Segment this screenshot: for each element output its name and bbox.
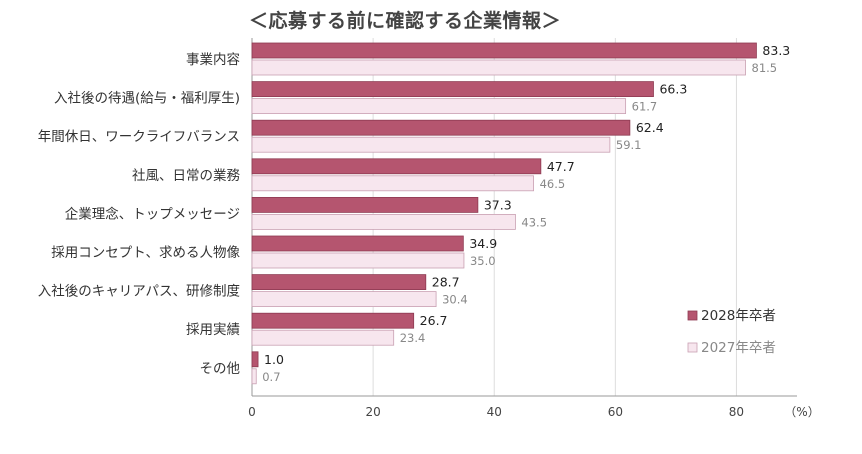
bar-2028 <box>251 119 631 136</box>
data-label-2028: 83.3 <box>762 43 790 58</box>
legend-swatch-2028 <box>687 310 698 321</box>
data-label-2027: 43.5 <box>521 215 547 229</box>
bar-2028 <box>251 196 479 213</box>
bar-2027 <box>251 368 257 385</box>
bar-2028 <box>251 42 757 59</box>
data-label-2027: 59.1 <box>616 138 642 152</box>
chart-title: ＜応募する前に確認する企業情報＞ <box>248 10 561 32</box>
data-label-2028: 66.3 <box>659 82 687 97</box>
data-label-2027: 46.5 <box>540 177 566 191</box>
bar-2028 <box>251 158 542 175</box>
category-label: 入社後のキャリアパス、研修制度 <box>38 284 240 300</box>
bar-2028 <box>251 274 427 291</box>
category-label: 企業理念、トップメッセージ <box>65 205 240 222</box>
category-label: 採用コンセプト、求める人物像 <box>51 245 240 261</box>
data-label-2027: 30.4 <box>442 293 468 307</box>
category-label: 社風、日常の業務 <box>132 168 240 184</box>
data-label-2027: 35.0 <box>470 254 496 268</box>
bar-2027 <box>251 136 611 153</box>
x-tick-label: 20 <box>365 405 380 419</box>
bar-2028 <box>251 235 464 252</box>
data-label-2028: 28.7 <box>432 275 460 290</box>
data-label-2027: 0.7 <box>262 370 280 384</box>
bar-2027 <box>251 252 465 269</box>
x-tick-label: 60 <box>608 405 623 419</box>
bar-2027 <box>251 329 395 346</box>
data-label-2028: 26.7 <box>420 313 448 328</box>
bar-2028 <box>251 81 654 97</box>
category-label: 年間休日、ワークライフバランス <box>38 129 240 145</box>
category-label: その他 <box>200 361 241 377</box>
data-label-2028: 1.0 <box>264 352 284 367</box>
data-label-2027: 23.4 <box>400 331 426 345</box>
legend-label-2027: 2027年卒者 <box>701 340 776 356</box>
bar-2027 <box>251 175 534 192</box>
data-label-2027: 61.7 <box>632 100 658 114</box>
bar-2027 <box>251 59 746 76</box>
bar-2027 <box>251 98 627 114</box>
data-label-2028: 47.7 <box>547 159 575 174</box>
data-label-2028: 34.9 <box>469 236 497 251</box>
category-label: 入社後の待遇(給与・福利厚生) <box>54 91 240 107</box>
data-label-2028: 62.4 <box>636 120 664 135</box>
x-unit-label: （%） <box>784 405 819 419</box>
x-tick-label: 40 <box>487 405 502 419</box>
x-tick-label: 80 <box>729 405 744 419</box>
bar-2027 <box>251 291 437 308</box>
bar-2027 <box>251 213 516 230</box>
bar-2028 <box>251 351 259 368</box>
bar-2028 <box>251 312 415 329</box>
data-label-2027: 81.5 <box>752 61 778 75</box>
legend-swatch-2027 <box>687 342 698 353</box>
category-label: 事業内容 <box>186 51 240 68</box>
category-label: 採用実績 <box>186 322 240 338</box>
x-tick-label: 0 <box>248 405 256 419</box>
legend-label-2028: 2028年卒者 <box>701 308 776 324</box>
data-label-2028: 37.3 <box>484 197 512 212</box>
